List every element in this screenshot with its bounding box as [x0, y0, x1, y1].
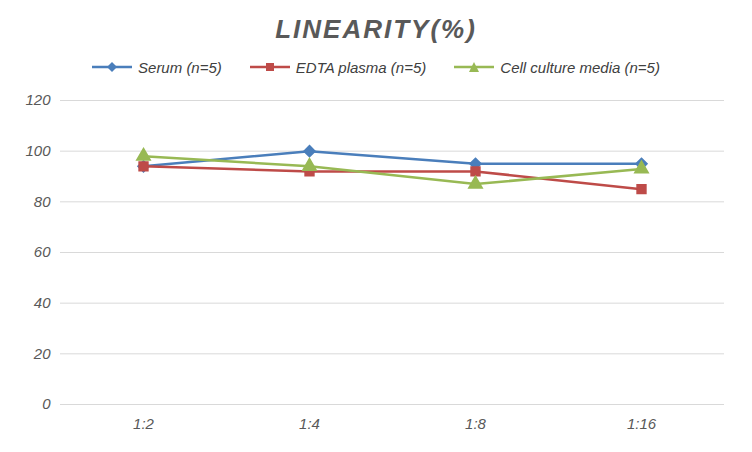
svg-text:1:2: 1:2 [133, 415, 155, 432]
svg-text:60: 60 [34, 243, 51, 260]
html-text:Serum (n=5): Serum (n=5) [138, 58, 222, 76]
html-text:EDTA plasma (n=5): EDTA plasma (n=5) [295, 58, 427, 76]
svg-text:1:16: 1:16 [627, 415, 657, 432]
svg-text:80: 80 [34, 193, 51, 210]
svg-text:1:4: 1:4 [299, 415, 320, 432]
svg-text:20: 20 [33, 345, 51, 362]
html-text:LINEARITY(%): LINEARITY(%) [275, 14, 477, 44]
svg-text:1:8: 1:8 [465, 415, 487, 432]
svg-text:120: 120 [25, 91, 51, 108]
svg-text:0: 0 [42, 395, 51, 412]
svg-text:40: 40 [34, 294, 51, 311]
svg-text:100: 100 [25, 142, 51, 159]
html-text:Cell culture media (n=5): Cell culture media (n=5) [500, 58, 660, 76]
